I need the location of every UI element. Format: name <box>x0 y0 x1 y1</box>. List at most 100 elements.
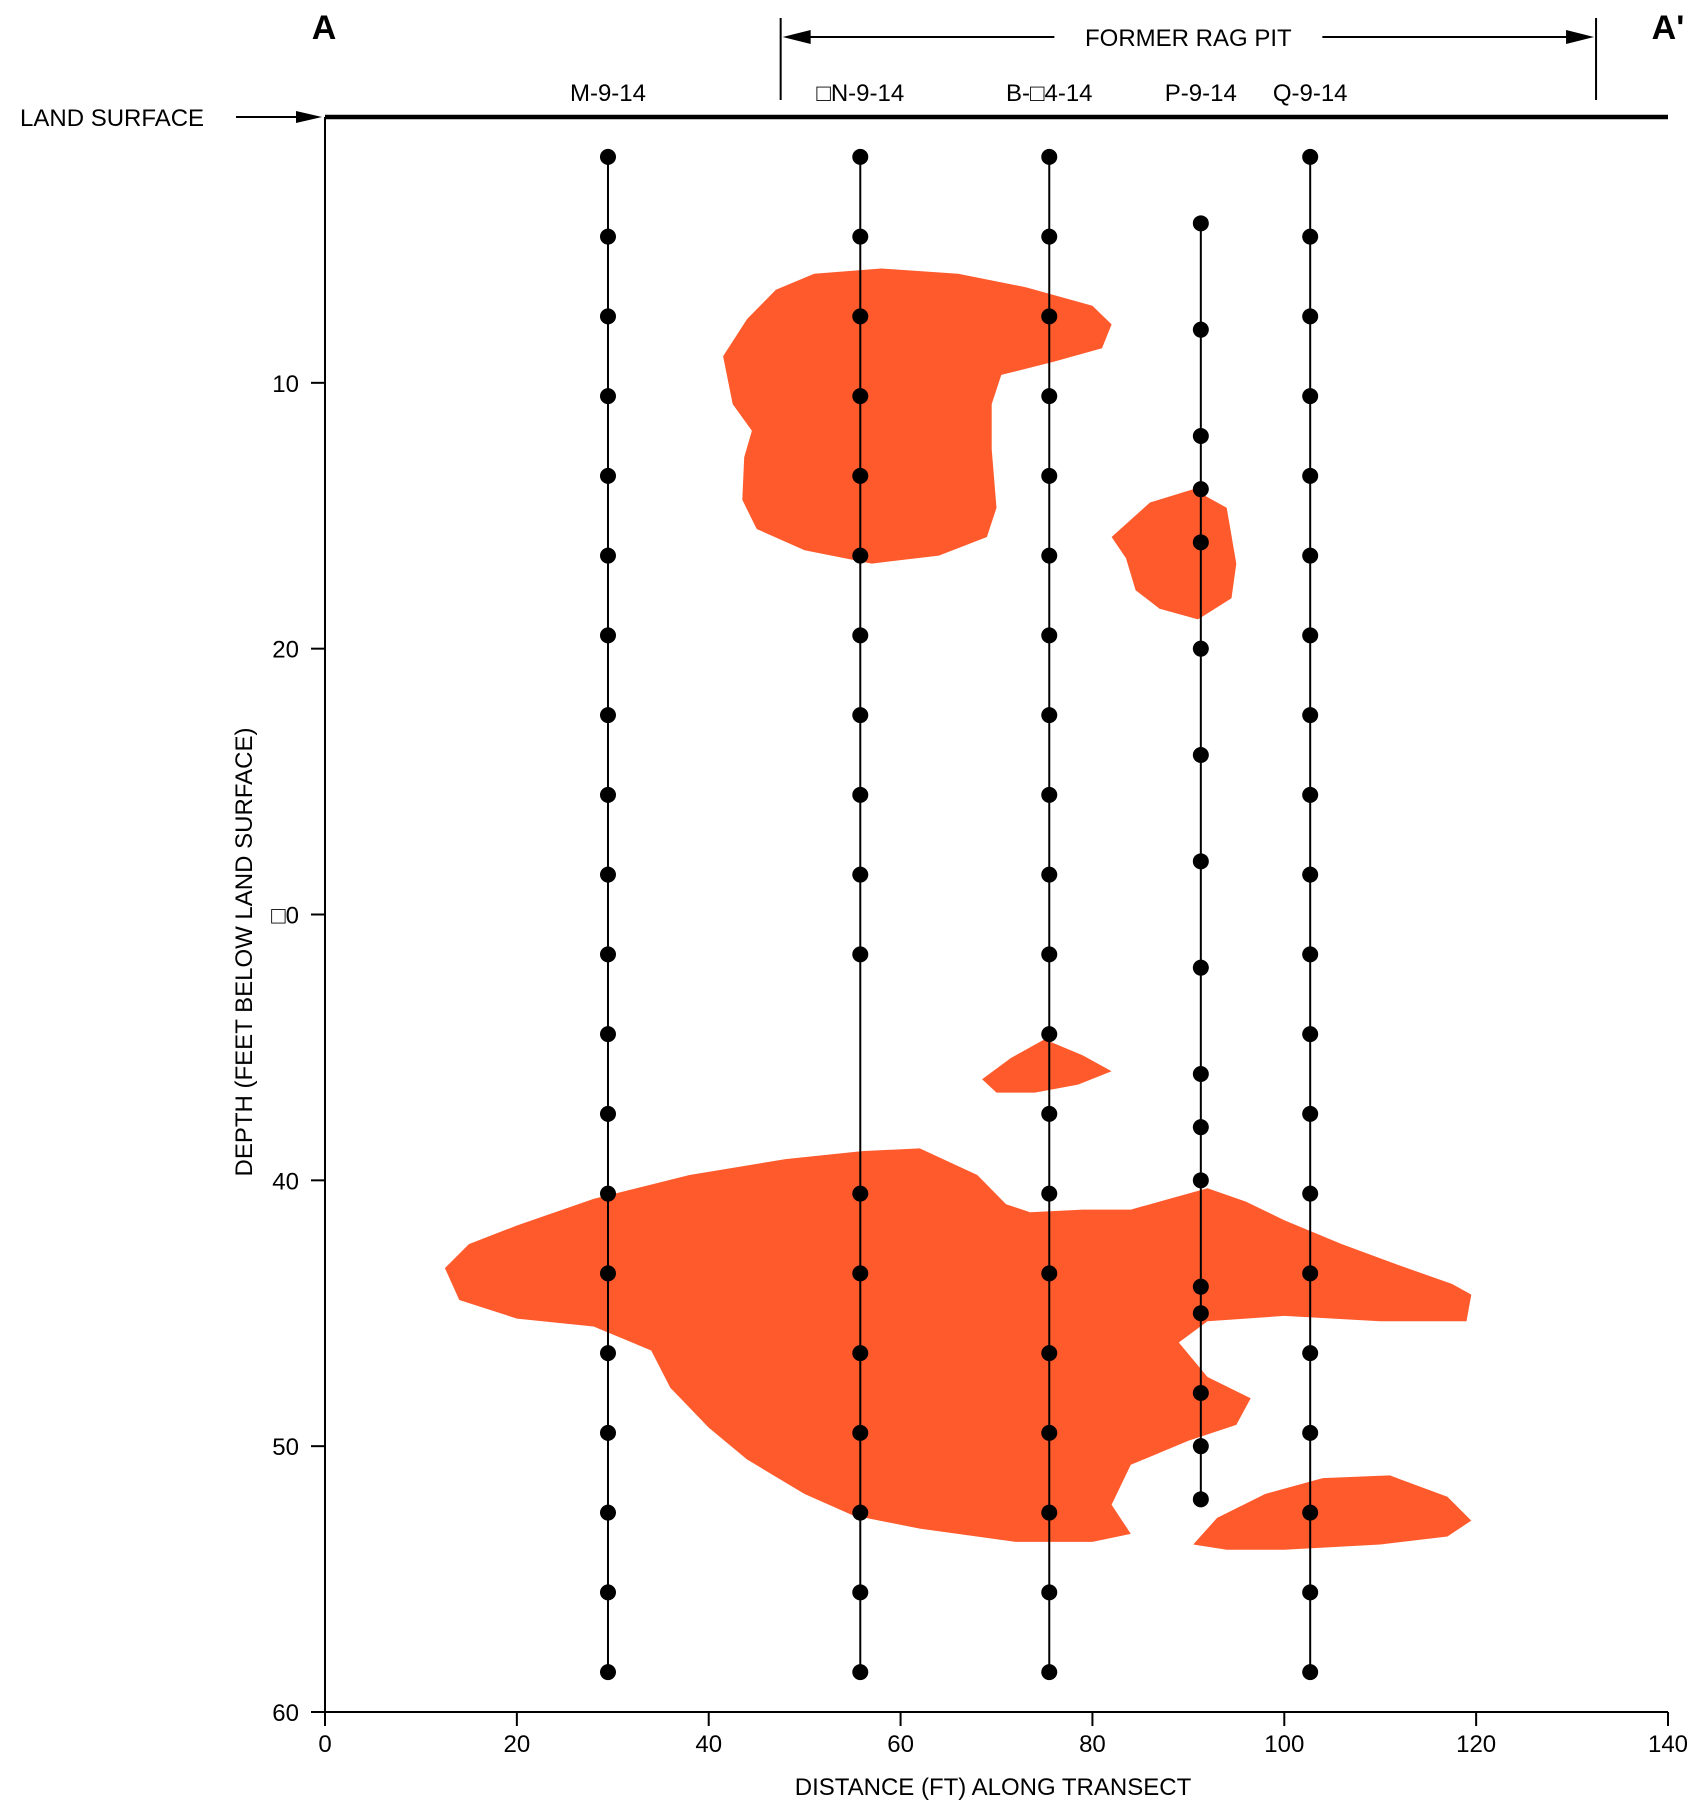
sample-point <box>599 786 616 803</box>
sample-point <box>1192 853 1209 870</box>
sample-point <box>1302 707 1319 724</box>
sample-point <box>852 388 869 405</box>
land-surface-label: LAND SURFACE <box>20 105 204 132</box>
sample-point <box>1041 707 1058 724</box>
boring-label: Q-9-14 <box>1273 80 1348 107</box>
sample-point <box>1041 388 1058 405</box>
sample-point <box>852 1345 869 1362</box>
sample-point <box>599 1105 616 1122</box>
sample-point <box>852 228 869 245</box>
sample-point <box>1302 547 1319 564</box>
sample-point <box>1302 148 1319 165</box>
contamination-zone-2 <box>1111 489 1237 620</box>
sample-point <box>599 1026 616 1043</box>
sample-point <box>1192 534 1209 551</box>
sample-point <box>852 866 869 883</box>
sample-point <box>599 1584 616 1601</box>
sample-point <box>599 467 616 484</box>
y-tick-label: 60 <box>272 1700 299 1727</box>
sample-point <box>1302 1424 1319 1441</box>
sample-point <box>1302 1265 1319 1282</box>
sample-point <box>1041 1504 1058 1521</box>
sample-point <box>599 1424 616 1441</box>
sample-point <box>1041 308 1058 325</box>
x-axis-title: DISTANCE (FT) ALONG TRANSECT <box>795 1774 1192 1801</box>
sample-point <box>599 1345 616 1362</box>
sample-point <box>1041 1664 1058 1681</box>
sample-point <box>599 1664 616 1681</box>
sample-point <box>1041 1026 1058 1043</box>
sample-point <box>1041 627 1058 644</box>
sample-point <box>1192 1385 1209 1401</box>
sample-point <box>599 1265 616 1282</box>
boring-1: M-9-14 <box>570 80 646 1681</box>
sample-point <box>1192 747 1209 763</box>
sample-point <box>852 707 869 724</box>
sample-point <box>852 308 869 325</box>
sample-point <box>1041 1185 1058 1202</box>
contamination-zone-1 <box>723 268 1112 564</box>
sample-point <box>1302 1664 1319 1681</box>
boring-label: M-9-14 <box>570 80 646 107</box>
sample-point <box>599 308 616 325</box>
sample-point <box>599 388 616 405</box>
sample-point <box>1041 786 1058 803</box>
sample-point <box>1192 481 1209 498</box>
boring-5: Q-9-14 <box>1273 80 1348 1681</box>
boring-label: B-□4-14 <box>1006 80 1093 107</box>
sample-point <box>599 866 616 883</box>
sample-point <box>599 627 616 644</box>
sample-point <box>1041 148 1058 165</box>
pit-arrowhead-left <box>782 30 811 44</box>
sample-point <box>1192 1172 1209 1189</box>
sample-point <box>1192 1438 1209 1455</box>
sample-point <box>1192 640 1209 657</box>
sample-point <box>1041 547 1058 564</box>
sample-point <box>1192 215 1209 232</box>
boring-2: □N-9-14 <box>816 80 904 1681</box>
land-surface-arrowhead <box>296 111 322 123</box>
sample-point <box>1302 786 1319 803</box>
sample-point <box>1192 1305 1209 1322</box>
sample-point <box>1192 1119 1209 1136</box>
x-tick-label: 140 <box>1648 1731 1688 1758</box>
sample-point <box>599 707 616 724</box>
sample-point <box>599 228 616 245</box>
sample-point <box>1302 627 1319 644</box>
sample-point <box>852 1265 869 1282</box>
sample-point <box>1192 1491 1209 1508</box>
sample-point <box>599 547 616 564</box>
y-axis-title: DEPTH (FEET BELOW LAND SURFACE) <box>231 728 258 1177</box>
x-tick-label: 120 <box>1456 1731 1496 1758</box>
sample-point <box>852 1185 869 1202</box>
x-tick-label: 60 <box>887 1731 914 1758</box>
sample-point <box>1192 321 1209 338</box>
sample-point <box>1041 1424 1058 1441</box>
x-tick-label: 40 <box>695 1731 722 1758</box>
y-tick-label: 20 <box>272 637 299 664</box>
sample-point <box>1192 428 1209 444</box>
sample-point <box>599 946 616 963</box>
y-tick-label: 50 <box>272 1434 299 1461</box>
boring-label: □N-9-14 <box>816 80 904 107</box>
sample-point <box>852 1504 869 1521</box>
sample-point <box>1041 1105 1058 1122</box>
sample-point <box>1302 1185 1319 1202</box>
boring-4: P-9-14 <box>1165 80 1237 1508</box>
sample-point <box>1041 228 1058 245</box>
sample-point <box>599 1504 616 1521</box>
sample-point <box>852 627 869 644</box>
x-tick-label: 0 <box>318 1731 331 1758</box>
sample-point <box>1041 467 1058 484</box>
boring-label: P-9-14 <box>1165 80 1237 107</box>
contamination-zones <box>444 268 1472 1550</box>
sample-point <box>1302 1105 1319 1122</box>
sample-point <box>1041 1345 1058 1362</box>
sample-point <box>852 1664 869 1681</box>
sample-point <box>599 1185 616 1202</box>
sample-point <box>1041 866 1058 883</box>
sample-point <box>1192 1066 1209 1082</box>
sample-point <box>1302 308 1319 325</box>
x-tick-label: 100 <box>1264 1731 1304 1758</box>
